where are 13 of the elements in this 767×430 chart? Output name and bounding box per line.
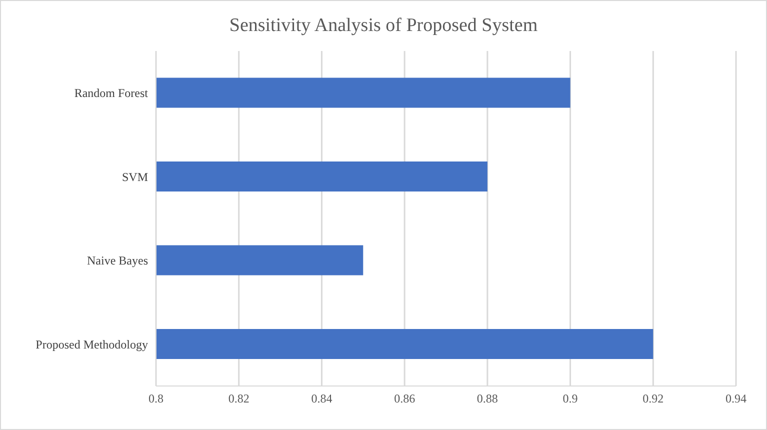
y-tick-label: Naive Bayes [87,254,148,268]
x-tick-label: 0.8 [148,392,164,406]
x-tick-label: 0.92 [642,392,664,406]
y-tick-label: Proposed Methodology [36,337,148,352]
chart-title: Sensitivity Analysis of Proposed System [228,15,539,38]
y-tick-label: Random Forest [74,86,149,100]
x-tick-label: 0.82 [228,392,250,406]
x-tick-label: 0.86 [394,392,416,406]
y-tick-label: SVM [122,170,148,184]
x-tick-label: 0.9 [562,392,578,406]
x-tick-label: 0.84 [311,392,332,406]
x-tick-label: 0.94 [726,392,746,406]
x-tick-label: 0.88 [476,392,498,406]
